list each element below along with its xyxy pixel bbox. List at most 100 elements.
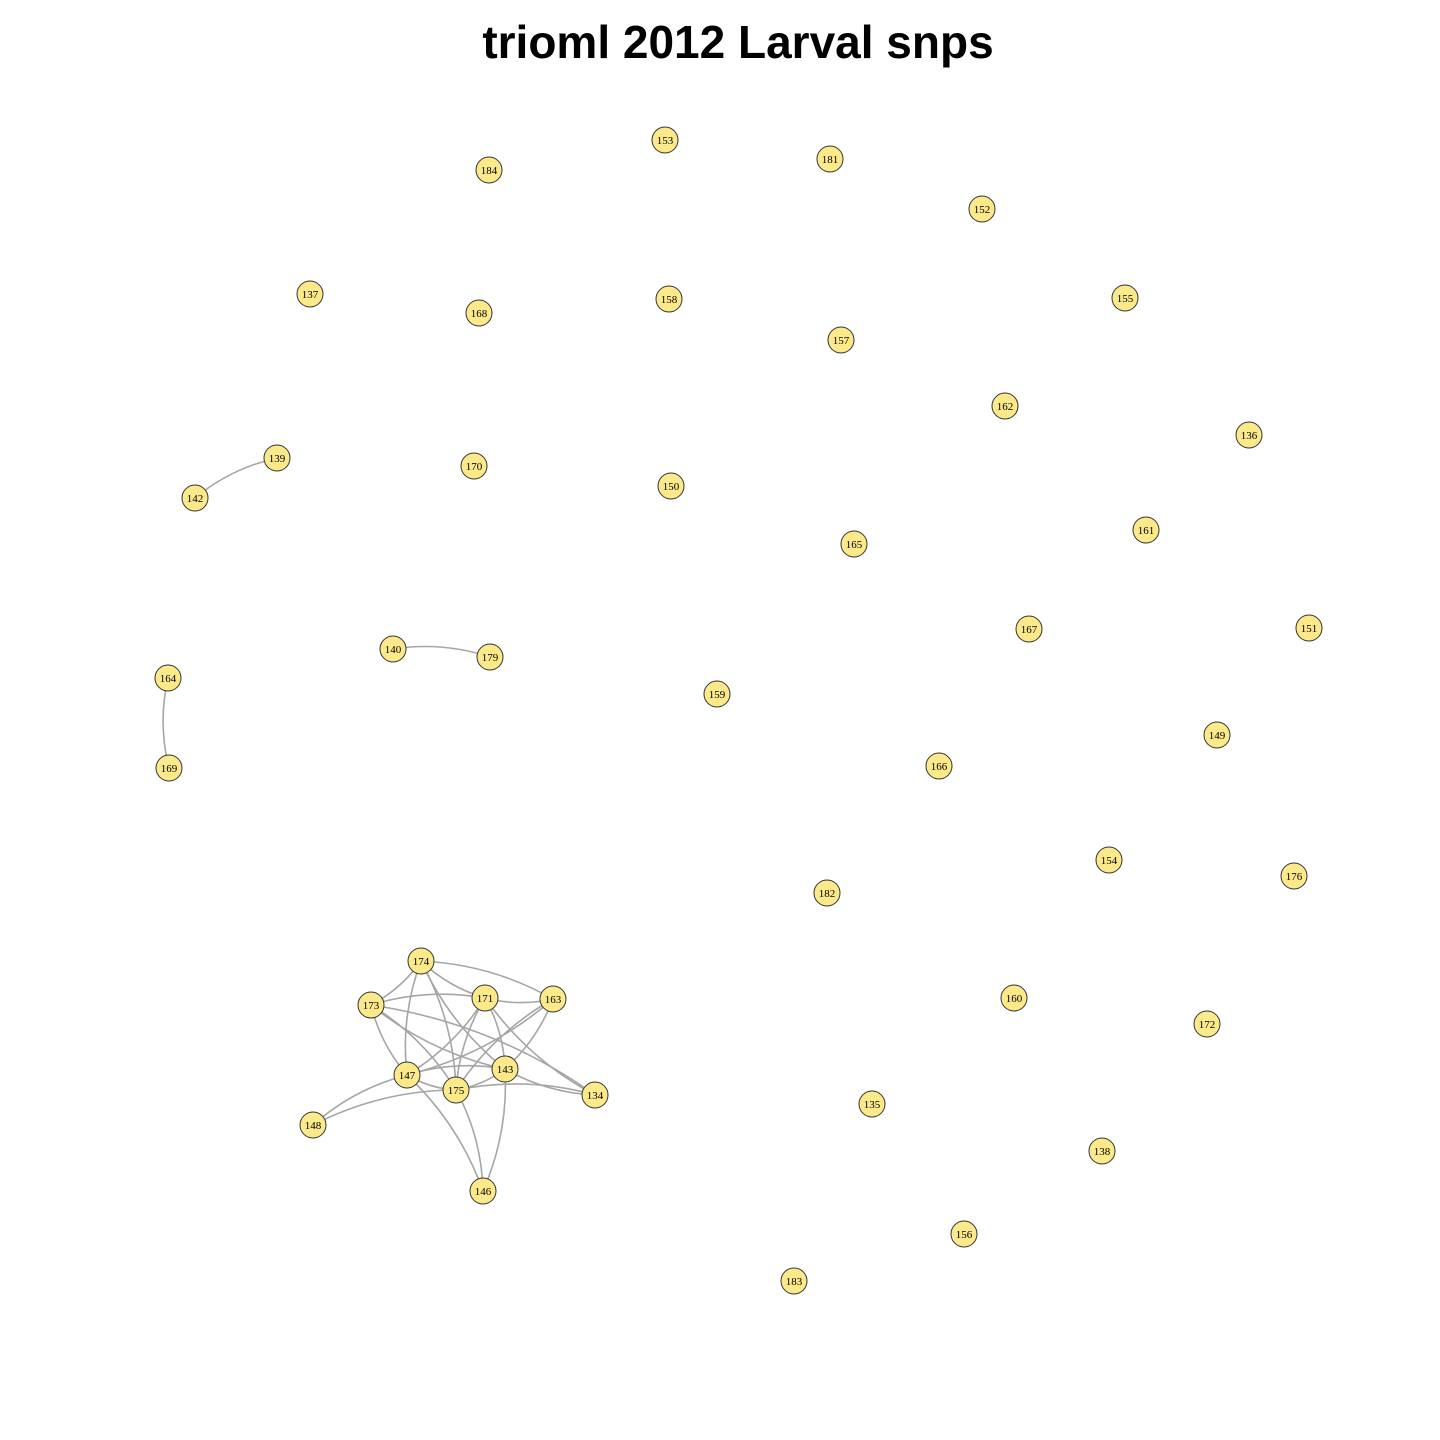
edge-147-146 [406,1074,484,1192]
node-label: 142 [187,493,204,505]
node-label: 146 [475,1186,492,1198]
node-184: 184 [475,156,503,184]
node-label: 161 [1138,525,1155,537]
node-circle [475,156,503,184]
node-label: 137 [302,289,319,301]
node-label: 172 [1199,1019,1216,1031]
node-138: 138 [1088,1137,1116,1165]
node-175: 175 [442,1076,470,1104]
node-circle [1193,1010,1221,1038]
node-174: 174 [407,947,435,975]
edge-164-169 [162,677,170,769]
node-label: 175 [448,1085,465,1097]
edge-147-143 [406,1064,506,1076]
node-circle [1295,614,1323,642]
node-circle [181,484,209,512]
edge-173-175 [370,1004,457,1091]
node-163: 163 [539,985,567,1013]
node-165: 165 [840,530,868,558]
node-circle [657,472,685,500]
node-circle [469,1177,497,1205]
node-circle [471,984,499,1012]
node-circle [968,195,996,223]
node-circle [476,643,504,671]
node-label: 181 [822,154,839,166]
node-circle [155,754,183,782]
node-label: 143 [497,1064,514,1076]
node-label: 155 [1117,293,1134,305]
node-circle [491,1055,519,1083]
node-circle [840,530,868,558]
node-circle [1095,846,1123,874]
node-label: 152 [974,204,991,216]
node-label: 163 [545,994,562,1006]
node-162: 162 [991,392,1019,420]
node-156: 156 [950,1220,978,1248]
node-label: 147 [399,1070,416,1082]
node-label: 183 [786,1276,803,1288]
node-171: 171 [471,984,499,1012]
node-149: 149 [1203,721,1231,749]
edge-173-134 [370,1004,596,1096]
node-label: 164 [160,673,177,685]
node-label: 168 [471,308,488,320]
node-circle [655,285,683,313]
node-circle [460,452,488,480]
node-circle [1280,862,1308,890]
node-161: 161 [1132,516,1160,544]
node-circle [703,680,731,708]
node-label: 166 [931,761,948,773]
node-circle [827,326,855,354]
node-142: 142 [181,484,209,512]
node-140: 140 [379,635,407,663]
node-label: 170 [466,461,483,473]
edge-173-171 [370,993,486,1006]
node-label: 157 [833,335,850,347]
node-label: 162 [997,401,1014,413]
node-circle [813,879,841,907]
node-label: 176 [1286,871,1303,883]
node-label: 159 [709,689,726,701]
node-label: 136 [1241,430,1258,442]
node-139: 139 [263,444,291,472]
node-circle [1203,721,1231,749]
node-label: 153 [657,135,674,147]
node-circle [263,444,291,472]
node-label: 160 [1006,993,1023,1005]
node-circle [357,991,385,1019]
node-134: 134 [581,1081,609,1109]
node-label: 169 [161,763,178,775]
node-label: 151 [1301,623,1318,635]
edge-175-148 [312,1089,457,1126]
node-circle [1132,516,1160,544]
node-label: 139 [269,453,286,465]
node-173: 173 [357,991,385,1019]
node-circle [1088,1137,1116,1165]
node-136: 136 [1235,421,1263,449]
node-circle [925,752,953,780]
node-label: 150 [663,481,680,493]
node-183: 183 [780,1267,808,1295]
edge-174-163 [420,960,554,1000]
node-155: 155 [1111,284,1139,312]
node-label: 173 [363,1000,380,1012]
node-circle [154,664,182,692]
node-label: 174 [413,956,430,968]
node-circle [465,299,493,327]
node-179: 179 [476,643,504,671]
node-circle [950,1220,978,1248]
edge-173-143 [370,1004,506,1070]
node-circle [651,126,679,154]
node-146: 146 [469,1177,497,1205]
node-circle [539,985,567,1013]
node-label: 149 [1209,730,1226,742]
node-137: 137 [296,280,324,308]
node-label: 179 [482,652,499,664]
node-154: 154 [1095,846,1123,874]
node-167: 167 [1015,615,1043,643]
node-181: 181 [816,145,844,173]
edge-171-134 [484,997,596,1096]
node-label: 138 [1094,1146,1111,1158]
node-circle [780,1267,808,1295]
